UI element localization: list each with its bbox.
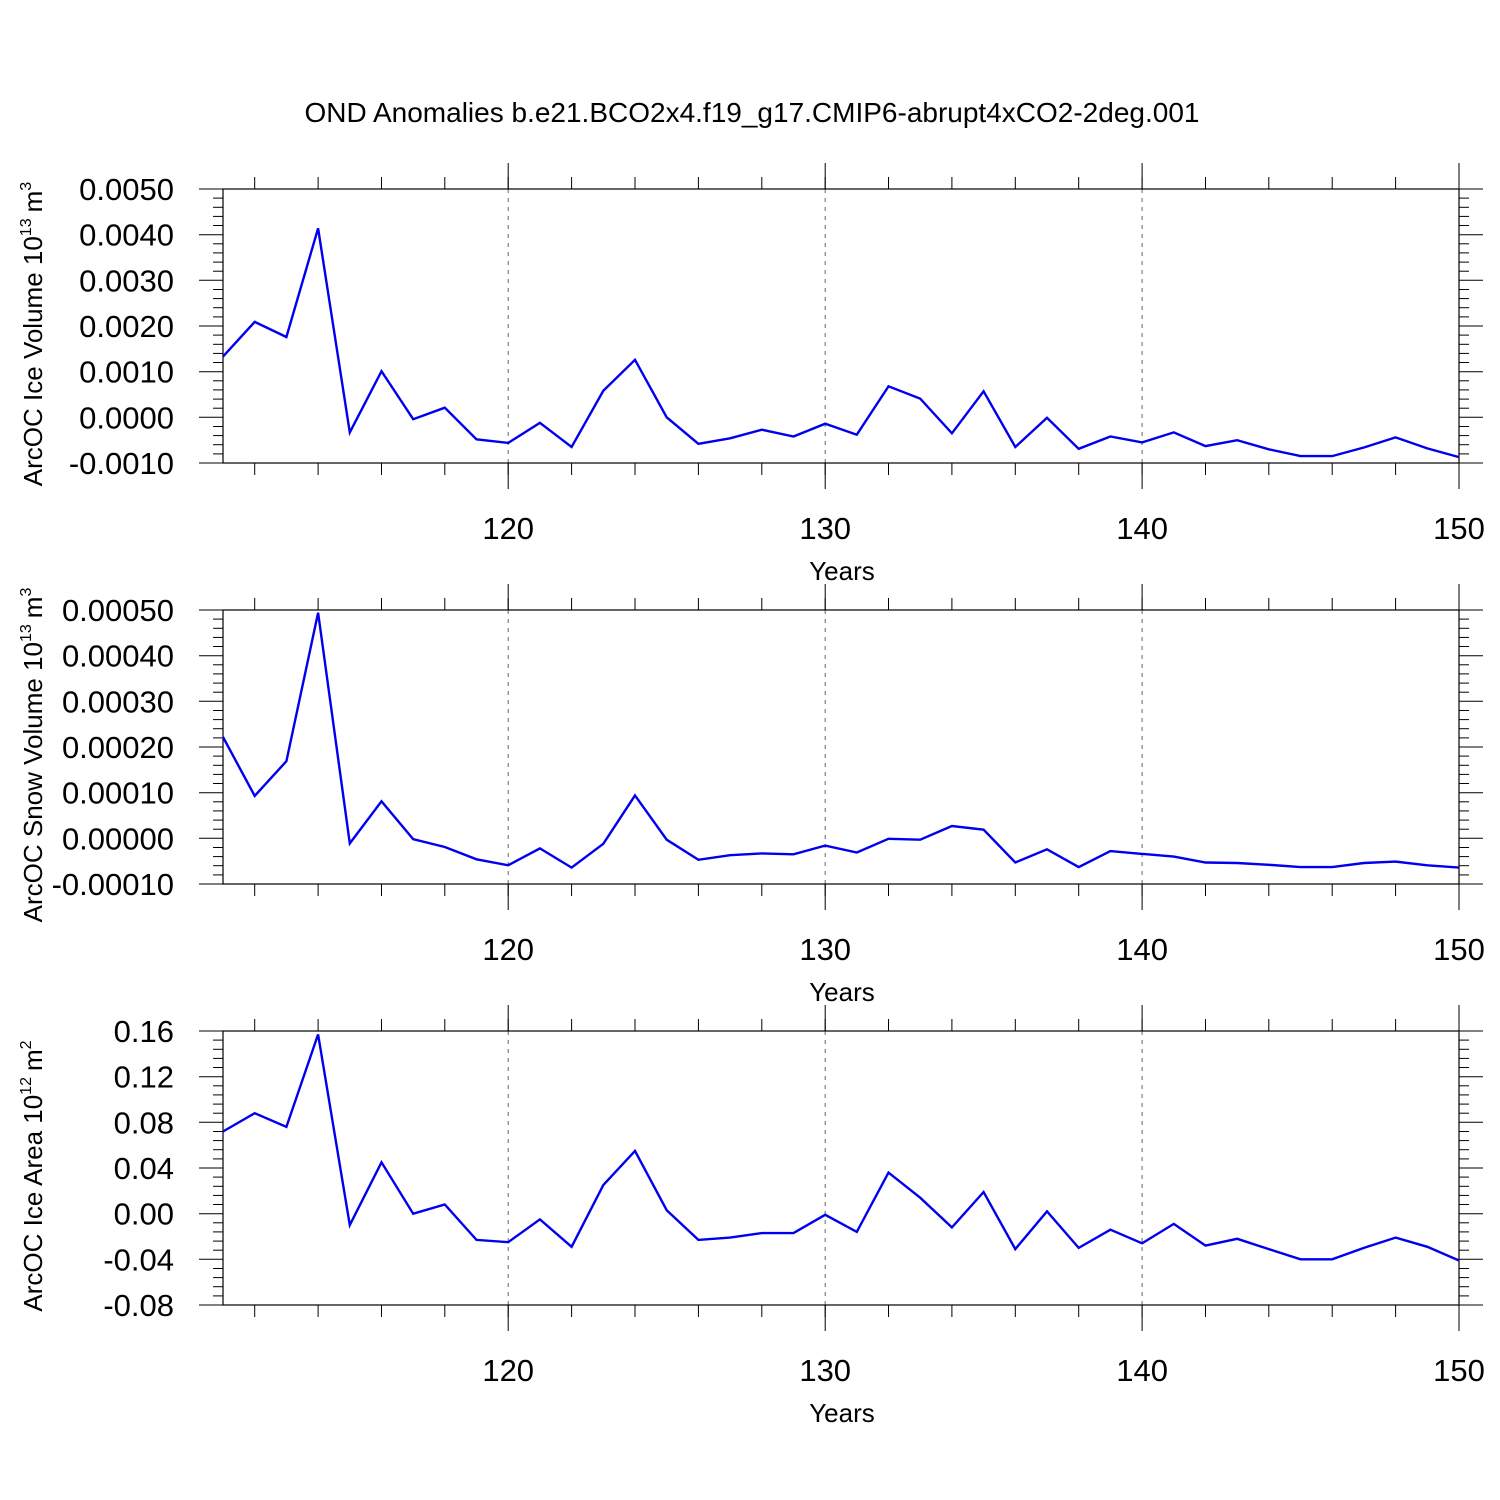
y-tick-label: 0.00040 [62,639,174,674]
y-tick-label: 0.16 [114,1014,174,1049]
y-axis-label-unit: m [18,1049,48,1071]
y-tick-label: 0.0050 [79,172,174,207]
series-line-snow-volume [221,612,1460,870]
x-axis-label: Years [809,556,875,586]
y-axis-label: ArcOC Ice Volume 1013 m3 [18,182,48,486]
y-axis-label-unit-exponent: 2 [18,1040,35,1049]
x-axis-label: Years [809,977,875,1007]
y-tick-label: 0.00020 [62,730,174,765]
y-tick-label: 0.00030 [62,684,174,719]
y-tick-label: 0.04 [114,1151,174,1186]
x-tick-label-150: 150 [1433,932,1485,967]
y-axis-label-unit-exponent: 3 [18,182,35,191]
y-tick-label: 0.00050 [62,593,174,628]
x-tick-label-120: 120 [482,932,534,967]
figure-title: OND Anomalies b.e21.BCO2x4.f19_g17.CMIP6… [305,97,1200,128]
y-tick-label: -0.00010 [52,867,174,902]
y-tick-label: -0.04 [103,1242,174,1277]
series-line-ice-area [222,1034,1460,1262]
y-axis-label-unit: m [18,191,48,213]
y-tick-label: 0.00000 [62,821,174,856]
y-axis-label-exponent: 13 [18,624,35,642]
x-tick-label-140: 140 [1116,932,1168,967]
y-tick-label: -0.08 [103,1288,174,1323]
y-tick-label: 0.00 [114,1197,174,1232]
y-axis-label: ArcOC Snow Volume 1013 m3 [18,588,48,923]
x-tick-label-130: 130 [799,511,851,546]
series-line-ice-volume [222,227,1460,459]
plot-frame [222,1030,1460,1306]
x-tick-label-120: 120 [482,1353,534,1388]
y-axis-label-exponent: 12 [18,1077,35,1095]
x-axis-label: Years [809,1398,875,1428]
panel-ice-volume: -0.0010 0.0000 0.0010 0.0020 0.0030 0.0040 0.0… [18,163,1485,586]
y-tick-label: -0.0010 [69,446,174,481]
y-axis-label-text: ArcOC Ice Volume 10 [18,236,48,486]
x-tick-label-130: 130 [799,1353,851,1388]
x-tick-label-130: 130 [799,932,851,967]
y-tick-label: 0.0030 [79,263,174,298]
x-tick-label-140: 140 [1116,1353,1168,1388]
plot-frame [222,188,1460,464]
x-tick-label-120: 120 [482,511,534,546]
plot-frame [222,609,1460,885]
x-tick-label-140: 140 [1116,511,1168,546]
y-tick-label: 0.0040 [79,218,174,253]
y-axis-label-unit: m [18,597,48,619]
y-axis-label: ArcOC Ice Area 1012 m2 [18,1040,48,1311]
y-axis-label-text: ArcOC Ice Area 10 [18,1095,48,1312]
x-tick-label-150: 150 [1433,1353,1485,1388]
y-axis-label-unit-exponent: 3 [18,588,35,597]
panels: -0.0010 0.0000 0.0010 0.0020 0.0030 0.0040 0.0… [18,163,1485,1428]
y-axis-label-text: ArcOC Snow Volume 10 [18,642,48,922]
panel-snow-volume: -0.00010 0.00000 0.00010 0.00020 0.00030 0.00… [18,584,1485,1007]
y-tick-label: 0.00010 [62,776,174,811]
y-tick-label: 0.08 [114,1105,174,1140]
y-axis-label-exponent: 13 [18,218,35,236]
panel-ice-area: -0.08 -0.04 0.00 0.04 0.08 0.12 0.16 120 130 140 1… [18,1005,1485,1428]
x-tick-label-150: 150 [1433,511,1485,546]
y-tick-label: 0.12 [114,1060,174,1095]
y-tick-label: 0.0010 [79,355,174,390]
y-tick-label: 0.0000 [79,400,174,435]
y-tick-label: 0.0020 [79,309,174,344]
